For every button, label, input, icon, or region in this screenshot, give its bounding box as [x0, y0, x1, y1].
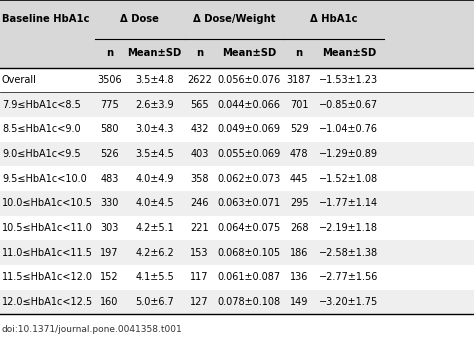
Text: 11.0≤HbA1c<11.5: 11.0≤HbA1c<11.5: [2, 248, 93, 258]
Text: −1.77±1.14: −1.77±1.14: [319, 198, 378, 208]
Text: 0.056±0.076: 0.056±0.076: [218, 75, 281, 85]
Text: 529: 529: [290, 124, 309, 134]
Text: Mean±SD: Mean±SD: [128, 48, 182, 58]
Text: 0.064±0.075: 0.064±0.075: [218, 223, 281, 233]
Text: doi:10.1371/journal.pone.0041358.t001: doi:10.1371/journal.pone.0041358.t001: [2, 325, 182, 334]
Text: 2.6±3.9: 2.6±3.9: [135, 100, 174, 110]
Text: 432: 432: [190, 124, 209, 134]
Bar: [0, 265, 474, 290]
Text: 8.5≤HbA1c<9.0: 8.5≤HbA1c<9.0: [2, 124, 81, 134]
Text: 11.5≤HbA1c<12.0: 11.5≤HbA1c<12.0: [2, 272, 93, 282]
Text: −2.77±1.56: −2.77±1.56: [319, 272, 379, 282]
Text: 4.2±6.2: 4.2±6.2: [135, 248, 174, 258]
Text: 9.0≤HbA1c<9.5: 9.0≤HbA1c<9.5: [2, 149, 81, 159]
Text: −2.58±1.38: −2.58±1.38: [319, 248, 378, 258]
Text: 303: 303: [100, 223, 118, 233]
Text: 358: 358: [190, 174, 209, 184]
Text: 160: 160: [100, 297, 118, 307]
Text: −1.04±0.76: −1.04±0.76: [319, 124, 378, 134]
Text: 0.055±0.069: 0.055±0.069: [218, 149, 281, 159]
Text: 403: 403: [191, 149, 209, 159]
Text: n: n: [295, 48, 303, 58]
Text: 0.078±0.108: 0.078±0.108: [218, 297, 281, 307]
Text: Δ Dose/Weight: Δ Dose/Weight: [193, 15, 276, 24]
Bar: [0, 117, 474, 142]
Text: 5.0±6.7: 5.0±6.7: [135, 297, 174, 307]
Text: 7.9≤HbA1c<8.5: 7.9≤HbA1c<8.5: [2, 100, 81, 110]
Text: 3.0±4.3: 3.0±4.3: [135, 124, 174, 134]
Text: 197: 197: [100, 248, 119, 258]
Text: 445: 445: [290, 174, 309, 184]
Text: 580: 580: [100, 124, 119, 134]
Bar: [0, 240, 474, 265]
Text: 12.0≤HbA1c<12.5: 12.0≤HbA1c<12.5: [2, 297, 93, 307]
Text: 295: 295: [290, 198, 309, 208]
Text: 117: 117: [190, 272, 209, 282]
Text: 0.068±0.105: 0.068±0.105: [218, 248, 281, 258]
Text: 483: 483: [100, 174, 118, 184]
Text: 478: 478: [290, 149, 309, 159]
Text: −2.19±1.18: −2.19±1.18: [319, 223, 378, 233]
Text: 4.1±5.5: 4.1±5.5: [135, 272, 174, 282]
Text: 153: 153: [190, 248, 209, 258]
Bar: [0, 290, 474, 314]
Text: 330: 330: [100, 198, 118, 208]
Text: Mean±SD: Mean±SD: [322, 48, 376, 58]
Text: 0.049±0.069: 0.049±0.069: [218, 124, 281, 134]
Text: n: n: [196, 48, 203, 58]
Text: 0.044±0.066: 0.044±0.066: [218, 100, 281, 110]
Text: 3.5±4.5: 3.5±4.5: [135, 149, 174, 159]
Text: 526: 526: [100, 149, 119, 159]
Text: 186: 186: [290, 248, 308, 258]
Bar: [0, 142, 474, 166]
Text: 10.5≤HbA1c<11.0: 10.5≤HbA1c<11.0: [2, 223, 93, 233]
Text: −0.85±0.67: −0.85±0.67: [319, 100, 378, 110]
Text: 3187: 3187: [287, 75, 311, 85]
Text: 775: 775: [100, 100, 119, 110]
Text: 127: 127: [190, 297, 209, 307]
Text: 4.0±4.9: 4.0±4.9: [135, 174, 174, 184]
Text: 9.5≤HbA1c<10.0: 9.5≤HbA1c<10.0: [2, 174, 87, 184]
Text: 0.063±0.071: 0.063±0.071: [218, 198, 281, 208]
Text: 3506: 3506: [97, 75, 122, 85]
Text: 10.0≤HbA1c<10.5: 10.0≤HbA1c<10.5: [2, 198, 93, 208]
Text: −3.20±1.75: −3.20±1.75: [319, 297, 378, 307]
Text: Δ Dose: Δ Dose: [120, 15, 159, 24]
Text: 4.2±5.1: 4.2±5.1: [135, 223, 174, 233]
Text: 0.061±0.087: 0.061±0.087: [218, 272, 281, 282]
Text: Mean±SD: Mean±SD: [222, 48, 276, 58]
Bar: [0, 68, 474, 92]
Text: 4.0±4.5: 4.0±4.5: [135, 198, 174, 208]
Text: −1.29±0.89: −1.29±0.89: [319, 149, 378, 159]
Text: 565: 565: [190, 100, 209, 110]
Text: 221: 221: [190, 223, 209, 233]
Text: n: n: [106, 48, 113, 58]
Bar: [0, 216, 474, 240]
Text: Δ HbA1c: Δ HbA1c: [310, 15, 358, 24]
Bar: [0, 166, 474, 191]
Text: 246: 246: [190, 198, 209, 208]
Text: 701: 701: [290, 100, 309, 110]
Text: −1.53±1.23: −1.53±1.23: [319, 75, 378, 85]
Bar: [0, 92, 474, 117]
Bar: [0, 191, 474, 216]
Text: Baseline HbA1c: Baseline HbA1c: [2, 15, 90, 24]
Text: 149: 149: [290, 297, 308, 307]
Text: 268: 268: [290, 223, 309, 233]
Text: 3.5±4.8: 3.5±4.8: [135, 75, 174, 85]
Text: Overall: Overall: [2, 75, 37, 85]
Bar: [0, 0, 474, 68]
Text: 152: 152: [100, 272, 119, 282]
Text: 2622: 2622: [187, 75, 212, 85]
Text: −1.52±1.08: −1.52±1.08: [319, 174, 378, 184]
Text: 0.062±0.073: 0.062±0.073: [218, 174, 281, 184]
Text: 136: 136: [290, 272, 308, 282]
